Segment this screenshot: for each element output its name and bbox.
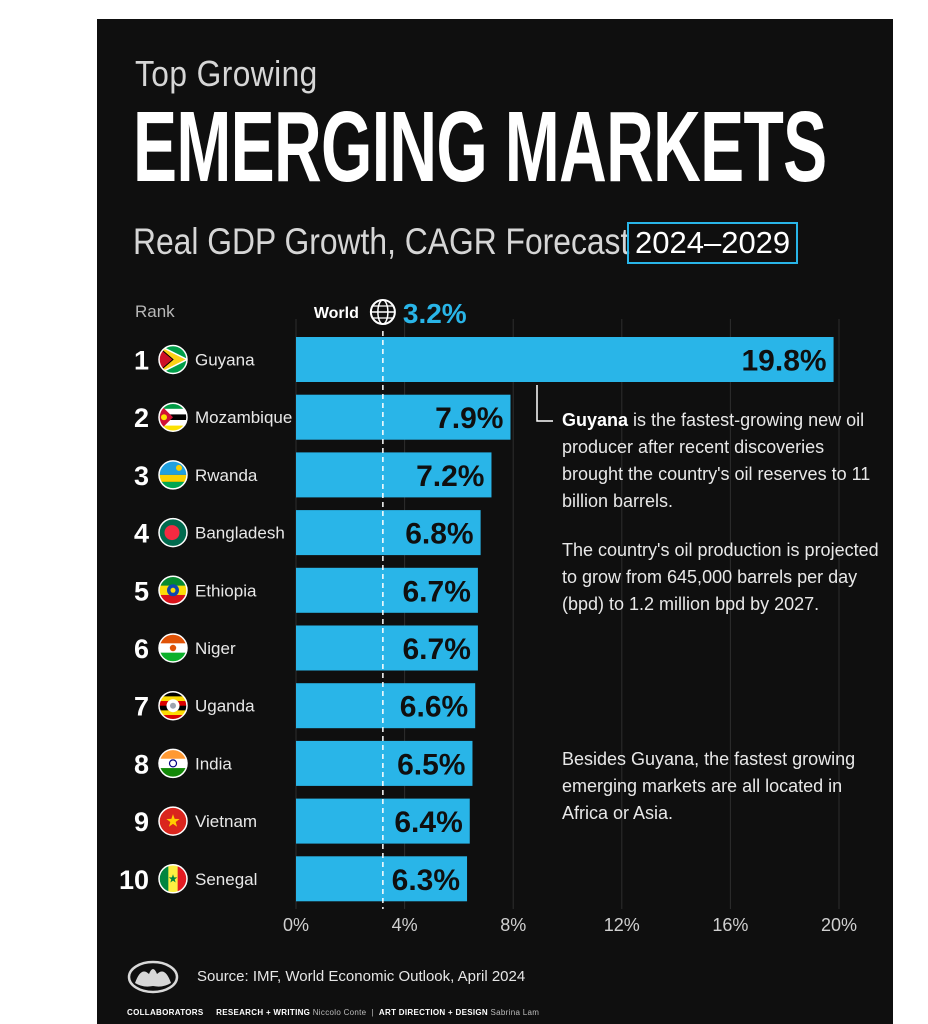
rank-number: 9 [134,807,149,837]
country-label: Uganda [195,697,255,716]
bar-value-label: 6.5% [397,748,465,781]
rank-number: 6 [134,634,149,664]
rank-number: 4 [134,519,149,549]
ethiopia-flag-icon [158,575,188,606]
senegal-flag-icon [158,864,188,894]
annotation-guyana-text: is the fastest-growing new oil producer … [562,410,871,511]
country-label: Senegal [195,870,257,889]
country-label: Mozambique [195,408,292,427]
source-text: Source: IMF, World Economic Outlook, Apr… [197,968,526,985]
annotation-oil-production: The country's oil production is projecte… [562,540,879,614]
globe-icon [369,299,396,325]
bar [296,856,468,902]
rwanda-flag-icon [158,460,188,490]
bar [296,683,476,729]
design-label: ART DIRECTION + DESIGN [378,1008,488,1017]
rank-column-label: Rank [135,302,175,321]
bar-value-label: 6.3% [392,864,460,897]
subtitle: Real GDP Growth, CAGR Forecast [133,221,630,262]
research-name: Niccolo Conte [312,1008,367,1017]
bar-value-label: 6.7% [403,633,471,666]
rank-number: 2 [134,403,149,433]
world-value-label: 3.2% [403,298,467,329]
annotation-guyana: Guyana is the fastest-growing new oil pr… [562,407,882,515]
annotation-regions: Besides Guyana, the fastest growing emer… [562,749,856,823]
x-tick-label: 4% [392,915,418,935]
x-tick-label: 8% [500,915,526,935]
bar [296,394,511,440]
bar [296,567,478,613]
bar-value-label: 19.8% [741,345,826,378]
india-flag-icon [158,748,188,779]
rank-number: 7 [134,692,149,722]
infographic-card: Top Growing EMERGING MARKETS Real GDP Gr… [97,19,893,1024]
mozambique-flag-icon [158,402,188,432]
niger-flag-icon [158,633,188,663]
rank-number: 10 [119,865,149,895]
bangladesh-flag-icon [158,517,188,548]
kicker-text: Top Growing [135,53,318,94]
rank-number: 8 [134,749,149,779]
vietnam-flag-icon [158,806,188,836]
design-name: Sabrina Lam [490,1008,540,1017]
x-tick-label: 12% [604,915,640,935]
country-label: Vietnam [195,812,257,831]
bar-value-label: 6.4% [394,806,462,839]
country-label: Ethiopia [195,581,257,600]
bar-chart: 0% 4% 8% 12% 16% 20% 19.8% 1 Guyana 7.9% 2 Mozambiq… [119,298,857,935]
bar [296,452,492,498]
collaborators-label: COLLABORATORS [127,1008,204,1017]
x-tick-label: 16% [712,915,748,935]
x-tick-label: 20% [821,915,857,935]
country-label: Rwanda [195,466,258,485]
bar [296,625,478,671]
x-tick-label: 0% [283,915,309,935]
rank-number: 3 [134,461,149,491]
country-label: India [195,754,232,773]
period-badge: 2024–2029 [627,222,799,264]
visual-capitalist-logo-icon [127,960,179,994]
bar-value-label: 7.2% [416,460,484,493]
country-label: Bangladesh [195,524,285,543]
bar [296,337,834,382]
subtitle-row: Real GDP Growth, CAGR Forecast 2024–2029 [133,219,799,265]
bar [296,510,481,556]
country-label: Guyana [195,351,255,370]
bar-value-label: 6.7% [403,575,471,608]
bar [296,740,473,786]
bar-value-label: 6.8% [405,518,473,551]
page-title: EMERGING MARKETS [133,91,827,203]
credits-separator: | [371,1008,374,1017]
bar-value-label: 6.6% [400,691,468,724]
bar-value-label: 7.9% [435,402,503,435]
credits-line: COLLABORATORS RESEARCH + WRITING Niccolo… [127,1008,539,1017]
rank-number: 1 [134,346,149,376]
world-label: World [314,305,359,322]
country-label: Niger [195,639,236,658]
annotation-connector [536,385,553,422]
rank-number: 5 [134,576,149,606]
annotation-guyana-bold: Guyana [562,410,629,430]
research-label: RESEARCH + WRITING [216,1008,311,1017]
guyana-flag-icon [158,344,188,375]
uganda-flag-icon [158,690,188,721]
